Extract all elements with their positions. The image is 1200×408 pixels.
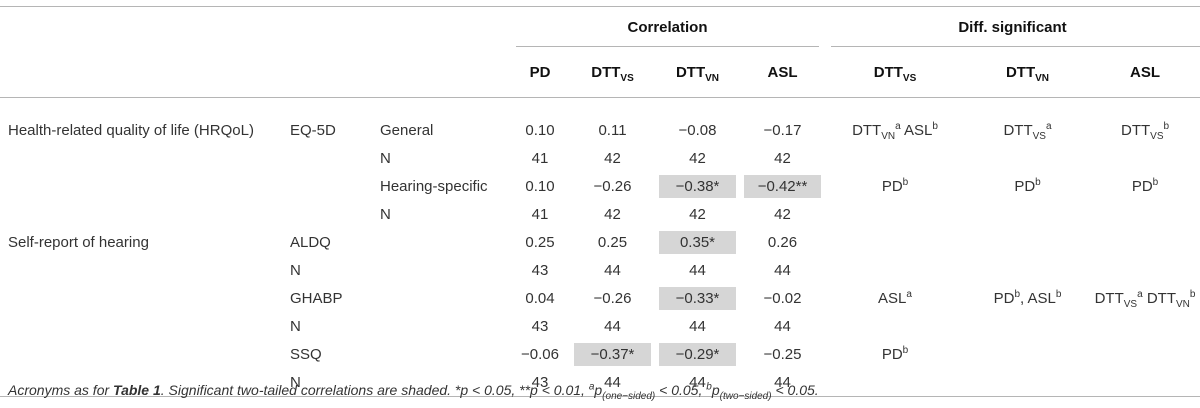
- diff-dtt-vn-cell: PDb: [1014, 176, 1041, 195]
- group-diff-header: Diff. significant: [825, 6, 1200, 47]
- n-label: N: [290, 317, 301, 335]
- cell-dtt-vs: −0.26: [593, 289, 632, 307]
- cell-dtt-vs: 42: [604, 205, 621, 223]
- table-row: N 41 42 42 42: [0, 200, 1200, 228]
- diff-dtt-vn-cell: PDb, ASLb: [993, 288, 1062, 307]
- cell-asl: 42: [774, 205, 791, 223]
- header-group-row: Correlation Diff. significant: [0, 6, 1200, 47]
- cell-dtt-vn-shaded: −0.29*: [655, 340, 740, 368]
- cell-dtt-vs: 0.25: [597, 233, 628, 251]
- diff-asl-cell: DTTVSa DTTVNb: [1094, 288, 1196, 310]
- cell-dtt-vn-shaded: 0.35*: [655, 228, 740, 256]
- diff-dtt-vs-cell: PDb: [881, 176, 909, 195]
- cell-dtt-vn-shaded: −0.38*: [655, 172, 740, 200]
- group-correlation-header: Correlation: [510, 6, 826, 47]
- cell-pd: −0.06: [521, 345, 559, 363]
- diff-dtt-vn-cell: DTTVSa: [1003, 120, 1052, 142]
- table-row: N 43 44 44 44: [0, 312, 1200, 340]
- col-diff-asl-header: ASL: [1090, 47, 1200, 98]
- cell-asl: −0.17: [763, 121, 802, 139]
- cell-dtt-vs: 44: [604, 261, 621, 279]
- header-column-row: PD DTTVS DTTVN ASL DTTVS DTTVN ASL: [0, 47, 1200, 98]
- diff-asl-cell: PDb: [1131, 176, 1159, 195]
- table-row: Health-related quality of life (HRQoL) E…: [0, 116, 1200, 144]
- cell-asl: −0.02: [763, 289, 802, 307]
- measure-label: GHABP: [290, 289, 343, 307]
- cell-pd: 0.04: [525, 289, 555, 307]
- table-row: Self-report of hearing ALDQ 0.25 0.25 0.…: [0, 228, 1200, 256]
- cell-dtt-vn: 44: [689, 317, 706, 335]
- correlation-table: Correlation Diff. significant PD DTTVS D…: [0, 6, 1200, 397]
- cell-pd: 43: [510, 368, 570, 397]
- cell-pd: 43: [531, 261, 549, 279]
- table-row: N 43 44 44 44: [0, 368, 1200, 397]
- cell-dtt-vs: −0.26: [593, 177, 632, 195]
- cell-dtt-vn: 44: [655, 368, 740, 397]
- cell-asl: 44: [774, 261, 791, 279]
- table-row: Hearing-specific 0.10 −0.26 −0.38* −0.42…: [0, 172, 1200, 200]
- col-asl-header: ASL: [740, 47, 826, 98]
- cell-dtt-vn-shaded: −0.33*: [655, 284, 740, 312]
- cell-asl: 42: [774, 149, 791, 167]
- cell-asl: −0.25: [763, 345, 802, 363]
- cell-dtt-vn: 42: [689, 149, 706, 167]
- cell-dtt-vs: 42: [604, 149, 621, 167]
- col-pd-header: PD: [510, 47, 570, 98]
- col-diff-dtt-vs-header: DTTVS: [825, 47, 966, 98]
- cell-asl: 44: [740, 368, 826, 397]
- table-row: SSQ −0.06 −0.37* −0.29* −0.25 PDb: [0, 340, 1200, 368]
- col-dtt-vn-header: DTTVN: [655, 47, 740, 98]
- col-dtt-vs-header: DTTVS: [570, 47, 655, 98]
- diff-dtt-vs-cell: DTTVNa ASLb: [852, 120, 938, 142]
- table-reference: Table 1: [113, 382, 161, 398]
- cell-pd: 0.25: [525, 233, 555, 251]
- table-footnote: Acronyms as for Table 1. Significant two…: [8, 381, 819, 402]
- measure-label: EQ-5D: [290, 121, 336, 139]
- cell-dtt-vs: 44: [604, 317, 621, 335]
- measure-label: ALDQ: [290, 233, 331, 251]
- measure-label: SSQ: [290, 345, 322, 363]
- diff-dtt-vs-cell: PDb: [881, 344, 909, 363]
- cell-dtt-vs-shaded: −0.37*: [570, 340, 655, 368]
- section-label-selfreport: Self-report of hearing: [8, 233, 149, 251]
- cell-pd: 41: [531, 149, 549, 167]
- sub-measure-label: Hearing-specific: [380, 177, 488, 195]
- cell-asl: 0.26: [767, 233, 798, 251]
- cell-dtt-vs: 44: [570, 368, 655, 397]
- diff-asl-cell: DTTVSb: [1120, 120, 1170, 142]
- n-label: N: [290, 261, 301, 279]
- cell-pd: 0.10: [525, 121, 555, 139]
- cell-pd: 0.10: [525, 177, 555, 195]
- cell-pd: 41: [531, 205, 549, 223]
- cell-asl-shaded: −0.42**: [740, 172, 825, 200]
- cell-dtt-vn: 44: [689, 261, 706, 279]
- cell-dtt-vn: 42: [689, 205, 706, 223]
- section-label-hrqol: Health-related quality of life (HRQoL): [8, 121, 254, 139]
- sub-measure-label: General: [380, 121, 434, 139]
- diff-dtt-vs-cell: ASLa: [878, 288, 912, 307]
- n-label: N: [290, 368, 380, 397]
- n-label: N: [380, 205, 391, 223]
- cell-dtt-vn: −0.08: [678, 121, 717, 139]
- cell-pd: 43: [531, 317, 549, 335]
- col-diff-dtt-vn-header: DTTVN: [965, 47, 1091, 98]
- cell-asl: 44: [774, 317, 791, 335]
- table-row: N 41 42 42 42: [0, 144, 1200, 172]
- n-label: N: [380, 149, 391, 167]
- table-row: N 43 44 44 44: [0, 256, 1200, 284]
- table-row: GHABP 0.04 −0.26 −0.33* −0.02 ASLa PDb, …: [0, 284, 1200, 312]
- cell-dtt-vs: 0.11: [598, 121, 627, 139]
